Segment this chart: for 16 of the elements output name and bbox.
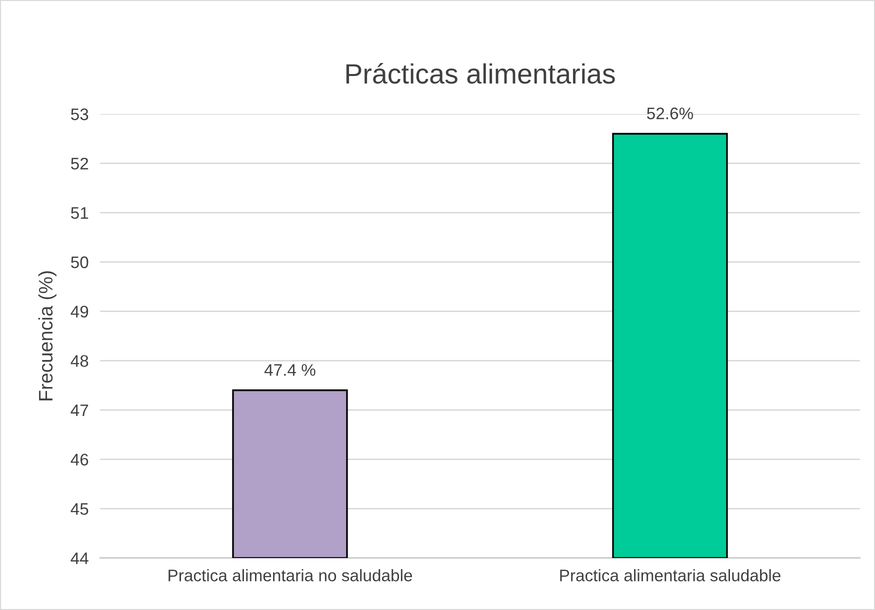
y-tick-label: 50 — [71, 256, 88, 268]
y-tick-label: 47 — [70, 404, 88, 416]
x-tick-label: Practica alimentaria saludable — [560, 569, 780, 582]
data-label: 52.6% — [647, 108, 694, 120]
y-tick-label: 48 — [70, 355, 88, 367]
y-tick-label: 46 — [70, 454, 88, 466]
y-tick-label: 45 — [70, 503, 88, 515]
y-tick-label: 44 — [70, 552, 88, 564]
y-axis-title: Frecuencia (%) — [38, 271, 56, 400]
y-tick-label: 52 — [71, 158, 88, 170]
y-tick-label: 53 — [71, 108, 88, 120]
x-tick-label: Practica alimentaria no saludable — [168, 569, 412, 582]
chart-title: Prácticas alimentarias — [346, 62, 615, 84]
y-tick-label: 51 — [71, 207, 88, 219]
data-label: 47.4 % — [264, 364, 316, 376]
y-tick-label: 49 — [70, 306, 88, 318]
